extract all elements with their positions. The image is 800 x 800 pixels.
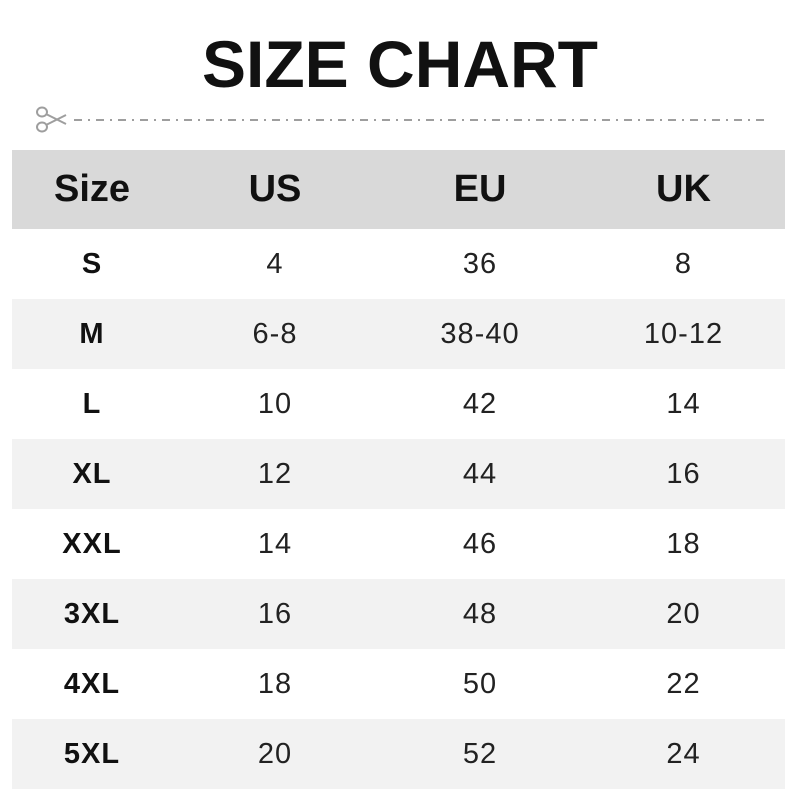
cell-size: M	[79, 317, 105, 350]
cell-uk: 20	[666, 597, 701, 630]
cell-us: 10	[257, 387, 293, 420]
cell-eu: 44	[462, 457, 498, 490]
cell-eu: 48	[462, 597, 498, 630]
cell-uk: 16	[666, 457, 701, 490]
cell-eu: 36	[462, 247, 498, 280]
cell-us: 20	[257, 737, 293, 770]
cell-size: 3XL	[63, 597, 121, 630]
table-row: S 4 36 8	[12, 229, 785, 299]
cell-eu: 50	[462, 667, 498, 700]
cell-size: S	[81, 247, 103, 280]
cell-uk: 14	[666, 387, 701, 420]
table-row: L 10 42 14	[12, 369, 785, 439]
cell-eu: 38-40	[440, 317, 520, 350]
table-header: Size US EU UK	[12, 150, 785, 229]
cell-size: 4XL	[63, 667, 121, 700]
cell-uk: 22	[666, 667, 701, 700]
header-eu: EU	[453, 168, 507, 210]
cell-us: 12	[257, 457, 293, 490]
cell-us: 16	[257, 597, 293, 630]
cell-size: 5XL	[63, 737, 121, 770]
page-title: SIZE CHART	[202, 27, 598, 101]
cell-us: 18	[257, 667, 293, 700]
table-row: XXL 14 46 18	[12, 509, 785, 579]
cell-us: 6-8	[252, 317, 298, 350]
cell-us: 4	[266, 247, 284, 280]
scissors-icon	[36, 106, 67, 133]
cell-size: XXL	[62, 527, 122, 560]
cell-uk: 10-12	[643, 317, 724, 350]
cell-uk: 24	[666, 737, 701, 770]
header-us: US	[248, 168, 302, 210]
cell-eu: 42	[462, 387, 498, 420]
size-table: Size US EU UK S 4 36 8 M 6-8 38-40 10-12 L 10 42 14…	[12, 150, 785, 789]
header-size: Size	[53, 168, 131, 210]
cell-size: L	[82, 387, 102, 420]
table-row: M 6-8 38-40 10-12	[12, 299, 785, 369]
table-body: S 4 36 8 M 6-8 38-40 10-12 L 10 42 14 XL 12 44 16 XXL 14 4…	[12, 229, 785, 789]
cell-eu: 46	[462, 527, 498, 560]
table-row: 5XL 20 52 24	[12, 719, 785, 789]
table-row: 3XL 16 48 20	[12, 579, 785, 649]
table-row: XL 12 44 16	[12, 439, 785, 509]
cell-eu: 52	[462, 737, 498, 770]
cell-us: 14	[257, 527, 293, 560]
table-row: 4XL 18 50 22	[12, 649, 785, 719]
cell-size: XL	[72, 457, 112, 490]
cell-uk: 18	[666, 527, 701, 560]
cell-uk: 8	[674, 247, 693, 280]
header-uk: UK	[656, 168, 711, 210]
cut-line	[36, 106, 769, 133]
